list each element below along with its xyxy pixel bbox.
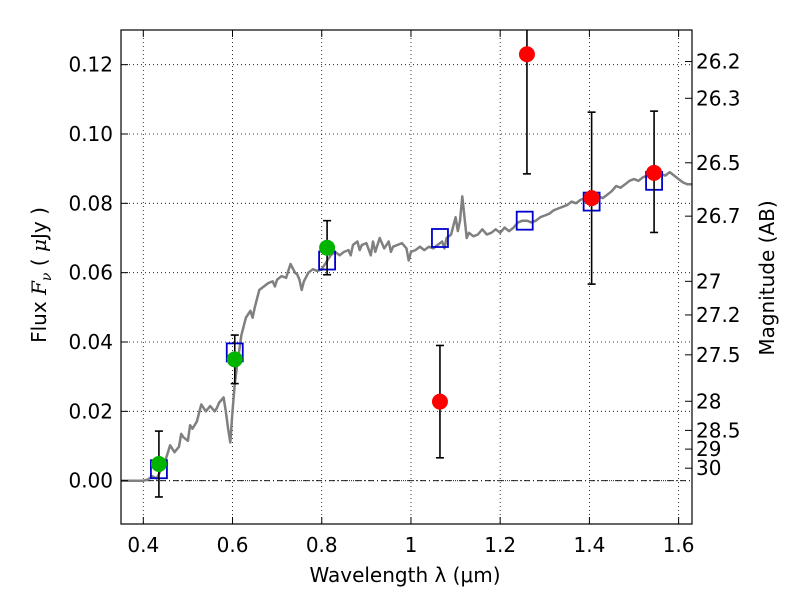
grid <box>121 30 692 524</box>
y-tick-label: 0.04 <box>68 330 113 354</box>
data-point <box>226 351 243 368</box>
model-band-square <box>431 228 449 248</box>
model-band-square <box>515 210 534 231</box>
plot-frame <box>120 29 693 525</box>
right-tick-label: 28 <box>696 389 721 413</box>
data-point <box>518 46 535 63</box>
y-tick-label: 0.12 <box>68 53 113 77</box>
y-tick-label: 0.00 <box>68 469 113 493</box>
svg-text:Magnitude (AB): Magnitude (AB) <box>755 200 779 355</box>
right-tick-label: 30 <box>696 456 721 480</box>
x-tick-label: 1 <box>405 533 418 557</box>
y-axis-label-left: Flux Fν ( μJy ) <box>27 207 55 343</box>
right-tick-label: 26.5 <box>696 151 741 175</box>
x-tick-label: 1.6 <box>663 533 695 557</box>
x-tick-label: 1.4 <box>573 533 605 557</box>
svg-text:Flux Fν ( μJy ): Flux Fν ( μJy ) <box>27 207 55 343</box>
data-point <box>646 164 663 181</box>
x-axis-label: Wavelength λ (μm) <box>309 563 500 587</box>
x-tick-label: 0.4 <box>127 533 159 557</box>
right-tick-label: 26.3 <box>696 86 741 110</box>
y-tick-label: 0.02 <box>68 399 113 423</box>
series <box>121 30 692 498</box>
x-tick-label: 1.2 <box>484 533 516 557</box>
y-tick-label: 0.06 <box>68 261 113 285</box>
y-tick-label: 0.10 <box>68 122 113 146</box>
data-point <box>150 456 167 473</box>
right-tick-label: 26.7 <box>696 204 741 228</box>
y-tick-label: 0.08 <box>68 191 113 215</box>
data-point <box>319 239 336 256</box>
right-tick-label: 29 <box>696 437 721 461</box>
data-point <box>431 393 448 410</box>
data-point <box>583 190 600 207</box>
y-axis-label-right: Magnitude (AB) <box>755 200 779 355</box>
right-tick-label: 27.2 <box>696 303 741 327</box>
right-tick-label: 26.2 <box>696 50 741 74</box>
model-spectrum-line <box>121 169 692 482</box>
x-tick-label: 0.8 <box>306 533 338 557</box>
right-tick-label: 27 <box>696 269 721 293</box>
right-tick-label: 27.5 <box>696 343 741 367</box>
right-tick-label: 28.5 <box>696 418 741 442</box>
tick-labels: 0.4 0.6 0.8 1 1.2 1.4 1.6 0.00 0.02 0.04 0.06 0.08 0… <box>68 50 740 557</box>
x-tick-label: 0.6 <box>217 533 249 557</box>
ticks <box>121 30 692 524</box>
